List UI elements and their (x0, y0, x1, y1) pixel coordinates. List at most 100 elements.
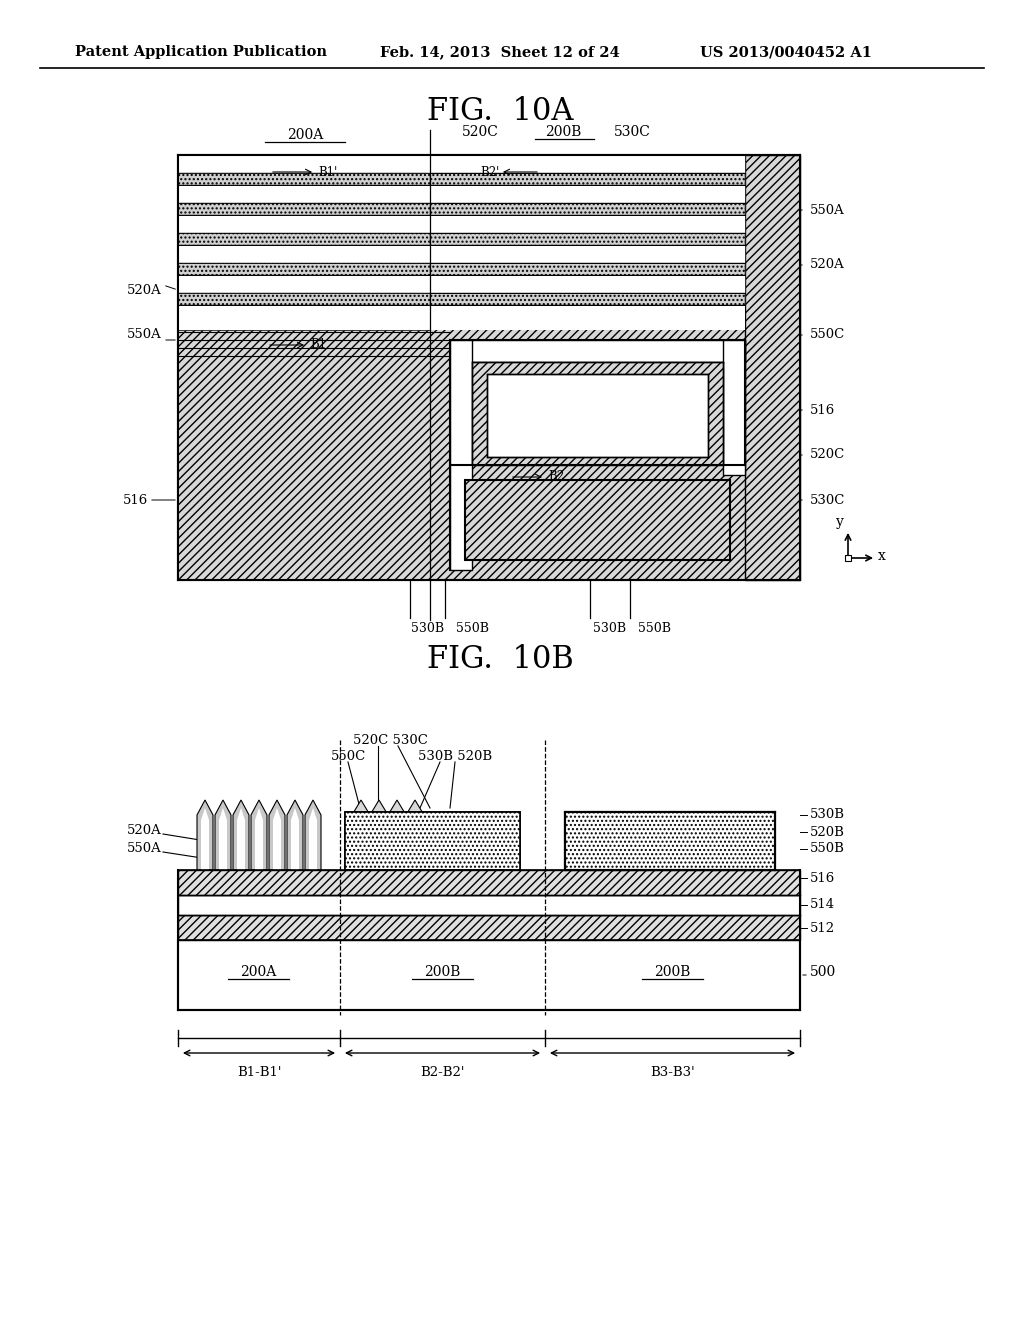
Text: 550A: 550A (127, 842, 162, 854)
Text: 516: 516 (810, 871, 836, 884)
Bar (178, 215, 745, 234)
Text: 200B: 200B (545, 125, 582, 139)
Text: 550C: 550C (331, 750, 366, 763)
Bar (178, 263, 745, 275)
Text: B3': B3' (711, 372, 730, 385)
Polygon shape (273, 808, 281, 870)
Bar (430, 246, 745, 263)
Polygon shape (406, 800, 424, 870)
Text: Feb. 14, 2013  Sheet 12 of 24: Feb. 14, 2013 Sheet 12 of 24 (380, 45, 620, 59)
Polygon shape (251, 800, 267, 870)
Bar (465, 480, 730, 560)
Text: US 2013/0040452 A1: US 2013/0040452 A1 (700, 45, 872, 59)
Text: 530C: 530C (613, 125, 650, 139)
Bar (178, 154, 800, 579)
Bar (565, 812, 775, 870)
Bar (430, 215, 745, 234)
Text: 550A: 550A (810, 203, 845, 216)
Bar (745, 154, 800, 579)
Bar (178, 203, 745, 215)
Bar (430, 173, 745, 185)
Text: Patent Application Publication: Patent Application Publication (75, 45, 327, 59)
Text: 530C: 530C (810, 494, 846, 507)
Bar (430, 293, 745, 305)
Polygon shape (388, 800, 406, 870)
Bar (178, 895, 800, 915)
Text: 520C: 520C (810, 449, 845, 462)
Polygon shape (255, 808, 263, 870)
Text: 520A: 520A (810, 259, 845, 272)
Bar (465, 480, 730, 560)
Polygon shape (215, 800, 231, 870)
Text: 500: 500 (810, 965, 837, 979)
Text: B2-B2': B2-B2' (420, 1067, 465, 1080)
Bar (845, 554, 851, 561)
Bar (178, 263, 745, 275)
Text: 550A: 550A (127, 329, 162, 342)
Polygon shape (269, 800, 285, 870)
Text: 520B: 520B (810, 825, 845, 838)
Text: 200A: 200A (240, 965, 276, 979)
Bar (430, 275, 745, 293)
Text: B1-B1': B1-B1' (237, 1067, 282, 1080)
Bar (178, 173, 745, 185)
Text: 520A: 520A (127, 284, 162, 297)
Polygon shape (309, 808, 317, 870)
Bar (430, 185, 745, 203)
Text: 550C: 550C (810, 329, 845, 342)
Polygon shape (352, 800, 370, 870)
Text: 520C 530C: 520C 530C (352, 734, 427, 747)
Text: 550B: 550B (638, 622, 671, 635)
Bar (430, 203, 745, 215)
Bar (178, 915, 800, 940)
Text: 200A: 200A (287, 128, 324, 143)
Polygon shape (291, 808, 299, 870)
Text: 520C: 520C (462, 125, 499, 139)
Bar (178, 330, 430, 579)
Text: 514: 514 (810, 899, 836, 912)
Bar (178, 246, 745, 263)
Bar (178, 203, 745, 215)
Bar (345, 812, 520, 870)
Text: 516: 516 (810, 404, 836, 417)
Bar (178, 293, 745, 305)
Text: B3: B3 (482, 372, 499, 385)
Text: B1': B1' (318, 165, 337, 178)
Text: 530B: 530B (594, 622, 627, 635)
Text: x: x (878, 549, 886, 564)
Bar (345, 812, 520, 870)
Bar (565, 812, 775, 870)
Polygon shape (237, 808, 245, 870)
Text: FIG.  10A: FIG. 10A (427, 96, 573, 128)
Bar (487, 374, 708, 457)
Bar (430, 154, 745, 173)
Bar (723, 341, 745, 475)
Bar (178, 293, 745, 305)
Bar (178, 173, 745, 185)
Text: B2': B2' (480, 165, 500, 178)
Text: B1: B1 (310, 338, 326, 351)
Bar (430, 263, 745, 275)
Polygon shape (305, 800, 321, 870)
Bar (178, 870, 800, 895)
Polygon shape (287, 800, 303, 870)
Polygon shape (370, 800, 388, 870)
Bar (430, 154, 745, 330)
Text: 200B: 200B (424, 965, 460, 979)
Text: 200B: 200B (653, 965, 690, 979)
Bar (178, 275, 745, 293)
Bar (450, 341, 745, 362)
Bar (430, 293, 745, 305)
Bar (178, 185, 745, 203)
Text: 550B: 550B (810, 842, 845, 855)
Text: B3-B3': B3-B3' (650, 1067, 695, 1080)
Bar (430, 173, 745, 185)
Bar (178, 154, 800, 330)
Bar (450, 341, 472, 570)
Text: B2: B2 (548, 470, 564, 483)
Polygon shape (219, 808, 227, 870)
Text: 550B: 550B (456, 622, 489, 635)
Text: 516: 516 (123, 494, 148, 507)
Bar (430, 263, 745, 275)
Text: 530B: 530B (412, 622, 444, 635)
